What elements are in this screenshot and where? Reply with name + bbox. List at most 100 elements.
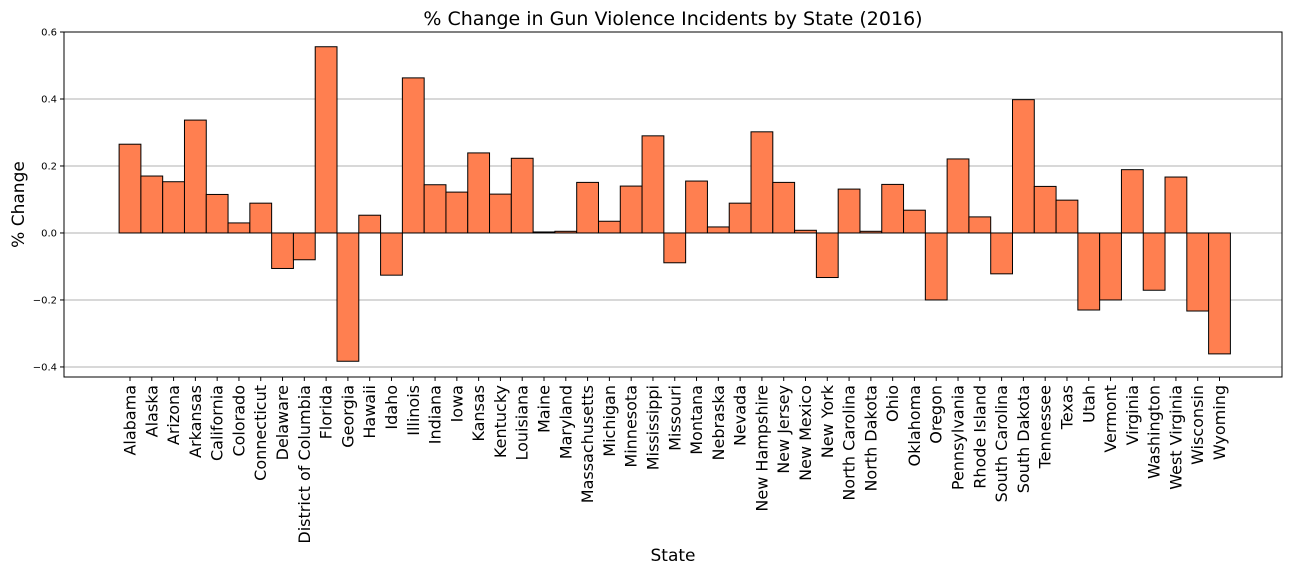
x-tick-label: Maine [535,385,554,433]
x-tick-label: Illinois [404,385,423,436]
bar [162,181,185,234]
bar [380,232,403,276]
x-tick-label: Pennsylvania [949,385,968,490]
bar [990,232,1013,275]
x-tick-label: Ohio [883,385,902,422]
x-tick-label: District of Columbia [295,385,314,544]
y-axis-ticks: −0.4 −0.2 0.0 0.2 0.4 0.6 [33,28,64,373]
x-tick-label: Alaska [142,385,161,437]
plot-frame [63,31,1283,378]
y-tick-label: −0.2 [33,295,57,306]
x-axis-label: State [651,546,696,566]
bar [249,202,273,234]
bar [728,202,752,234]
bar [183,119,207,234]
bar [1142,232,1166,291]
x-tick-label: Virginia [1123,385,1142,445]
bar [205,193,229,234]
x-tick-label: Colorado [229,385,248,457]
x-tick-label: Michigan [600,385,619,457]
bar [1033,185,1057,234]
x-tick-label: Rhode Island [970,385,989,489]
x-tick-label: Montana [687,385,706,455]
bar [314,46,338,234]
x-tick-label: North Dakota [861,385,880,492]
x-tick-label: Kentucky [491,385,510,458]
bar [532,231,556,234]
x-tick-label: Florida [317,385,336,439]
y-tick-label: 0.6 [41,28,57,39]
x-tick-label: Oklahoma [905,385,924,466]
y-tick-label: 0.2 [41,161,57,172]
x-tick-label: Minnesota [622,385,641,468]
bar [619,185,643,234]
x-tick-label: New York [818,384,837,458]
bar [924,232,948,301]
bar [837,188,861,234]
bar [685,180,708,234]
bar [554,230,578,234]
x-tick-label: New Hampshire [752,385,771,512]
y-tick-label: 0.0 [41,228,57,239]
bar [641,135,665,234]
x-tick-label: Idaho [382,385,401,430]
x-tick-label: South Carolina [992,385,1011,502]
y-axis-label: % Change [9,161,29,248]
bar [772,181,796,234]
bar [1077,232,1101,311]
x-tick-label: Delaware [273,385,292,460]
x-tick-label: Arkansas [186,385,205,458]
bar [881,183,905,234]
x-tick-label: West Virginia [1166,385,1185,490]
x-tick-label: Iowa [447,385,466,422]
bar [576,181,599,234]
bar [706,226,730,234]
bar [401,77,425,234]
x-axis-ticks: Alabama Alaska Arizona Arkansas California Co… [121,377,1229,544]
bar [1186,232,1210,312]
bar [358,214,382,234]
bar [903,209,926,234]
x-tick-label: Hawaii [360,385,379,439]
x-tick-label: Texas [1057,385,1076,430]
bar [663,232,687,264]
x-tick-label: Indiana [426,385,445,444]
bar [1208,232,1231,355]
bar [597,220,621,234]
x-tick-label: Connecticut [251,385,270,481]
x-tick-label: Wyoming [1210,385,1229,460]
bar [1164,176,1188,234]
bar [815,232,839,279]
x-tick-label: Tennessee [1036,385,1055,469]
bar [510,157,534,234]
bars [118,46,1231,362]
x-tick-label: Nebraska [709,385,728,460]
bar [1099,232,1122,301]
bar [946,158,970,234]
x-tick-label: Nevada [731,385,750,446]
bar [859,230,883,234]
bar [968,216,992,234]
x-tick-label: Washington [1145,385,1164,479]
x-tick-label: South Dakota [1014,385,1033,493]
x-tick-label: Utah [1079,385,1098,423]
x-tick-label: Kansas [469,385,488,442]
bar [1011,99,1035,234]
x-tick-label: California [208,385,227,461]
bar [227,222,251,234]
x-tick-label: New Mexico [796,385,815,481]
bar [1120,169,1144,234]
bar [140,175,164,234]
chart-title: % Change in Gun Violence Incidents by St… [423,8,922,30]
x-tick-label: Massachusetts [578,385,597,503]
x-tick-label: North Carolina [840,385,859,501]
x-tick-label: Alabama [121,385,140,456]
bar [489,193,512,234]
bar [271,232,294,269]
bar [118,143,142,234]
x-tick-label: Maryland [556,385,575,459]
bar [1055,199,1079,234]
x-tick-label: Georgia [338,385,357,448]
bar [336,232,360,362]
